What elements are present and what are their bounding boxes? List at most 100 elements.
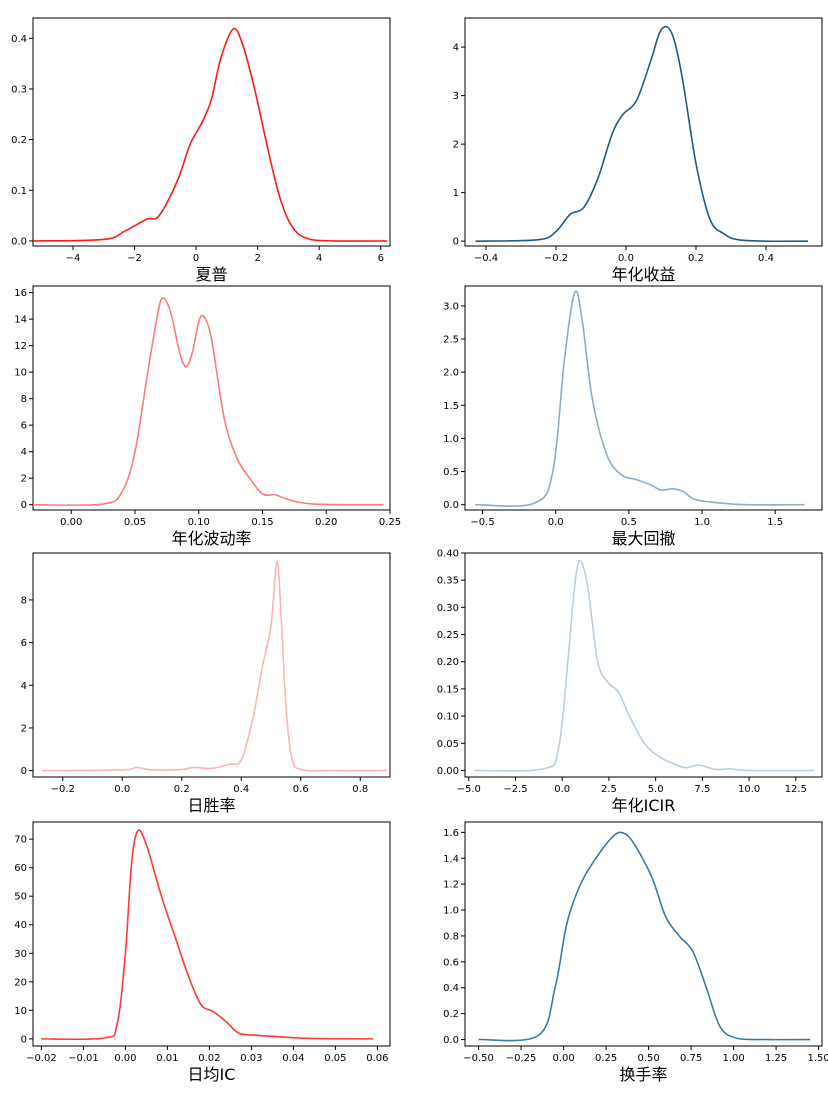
y-tick-label: 0.15 [437, 684, 459, 695]
plot-frame [464, 552, 823, 778]
x-tick-label: −0.4 [474, 253, 498, 264]
y-tick-label: 1.6 [443, 828, 459, 839]
x-tick-label: −0.01 [68, 1053, 99, 1064]
density-curve [32, 27, 387, 242]
x-tick-label: −0.25 [506, 1053, 537, 1064]
x-tick-label: 0.15 [251, 517, 273, 528]
y-tick-label: 2.5 [443, 335, 459, 346]
x-tick-label: 0.20 [315, 517, 337, 528]
x-tick-label: 1.00 [722, 1053, 744, 1064]
y-tick-label: 0.40 [437, 549, 459, 560]
kde-panel-7: −0.02 −0.01 0.00 0.01 0.02 0.03 0.04 0.05 0.06 0 1… [14, 821, 391, 1084]
kde-panel-4: −0.5 0.0 0.5 1.0 1.5 0.0 0.5 1.0 1.5 2.0 2.5 3.0 最大回… [443, 285, 823, 548]
y-tick-label: 0.2 [11, 135, 27, 146]
plot-frame [464, 285, 823, 511]
y-tick-label: 0.30 [437, 603, 459, 614]
y-tick-label: 0 [21, 1034, 27, 1045]
x-axis-label: 年化收益 [611, 265, 675, 284]
plot-frame [32, 285, 391, 511]
y-tick-label: 0.10 [437, 712, 459, 723]
y-tick-label: 0 [453, 237, 459, 248]
x-tick-label: 0.6 [293, 784, 309, 795]
x-tick-label: 0.75 [680, 1053, 702, 1064]
y-tick-label: 30 [14, 949, 27, 960]
y-tick-label: 1.0 [443, 906, 459, 917]
density-curve [478, 831, 811, 1042]
y-tick-label: 6 [21, 421, 27, 432]
y-tick-label: 2 [453, 140, 459, 151]
y-tick-label: 4 [453, 43, 459, 54]
y-tick-label: 3.0 [443, 301, 459, 312]
y-tick-label: 1.0 [443, 434, 459, 445]
x-tick-label: 2.5 [601, 784, 617, 795]
x-axis-label: 年化ICIR [612, 796, 676, 815]
y-tick-label: 0.6 [443, 957, 459, 968]
x-tick-label: 10.0 [738, 784, 760, 795]
y-tick-label: 3 [453, 91, 459, 102]
kde-panel-6: −5.0 −2.5 0.0 2.5 5.0 7.5 10.0 12.5 0.00 0.05 0.10… [437, 549, 823, 815]
x-tick-label: 0.0 [618, 253, 634, 264]
y-tick-label: 0.35 [437, 576, 459, 587]
density-curve [475, 290, 805, 507]
y-tick-label: 4 [21, 447, 27, 458]
x-tick-label: 0.0 [548, 517, 564, 528]
y-tick-label: 2 [21, 723, 27, 734]
y-tick-label: 12 [14, 341, 27, 352]
kde-panel-2: −0.4 −0.2 0.0 0.2 0.4 0 1 2 3 4 年化收益 [453, 17, 823, 284]
x-tick-label: −0.2 [544, 253, 568, 264]
x-tick-label: 0.4 [233, 784, 249, 795]
density-curve [41, 560, 388, 772]
y-tick-label: 4 [21, 681, 27, 692]
x-axis-label: 日胜率 [187, 796, 235, 815]
y-tick-label: 14 [14, 315, 27, 326]
y-tick-label: 20 [14, 977, 27, 988]
x-tick-label: −0.02 [26, 1053, 57, 1064]
y-tick-label: 10 [14, 368, 27, 379]
density-curve [475, 25, 809, 243]
y-tick-label: 0 [21, 500, 27, 511]
y-tick-label: 1.5 [443, 401, 459, 412]
y-tick-label: 50 [14, 892, 27, 903]
x-tick-label: 1.50 [807, 1053, 828, 1064]
x-tick-label: 6 [378, 253, 384, 264]
y-tick-label: 10 [14, 1006, 27, 1017]
y-tick-label: 0.2 [443, 1009, 459, 1020]
kde-panel-3: 0.00 0.05 0.10 0.15 0.20 0.25 0 2 4 6 8 10 12 14 16 年化波… [14, 285, 401, 548]
plot-frame [464, 821, 823, 1047]
kde-panel-5: −0.2 0.0 0.2 0.4 0.6 0.8 0 2 4 6 8 日胜率 [21, 552, 391, 815]
y-tick-label: 0 [21, 766, 27, 777]
x-tick-label: 0.8 [352, 784, 368, 795]
y-tick-label: 0.3 [11, 84, 27, 95]
x-tick-label: −2.5 [503, 784, 527, 795]
x-axis-label: 日均IC [188, 1065, 236, 1084]
x-tick-label: 0.25 [595, 1053, 617, 1064]
y-tick-label: 0.8 [443, 931, 459, 942]
x-tick-label: 0.05 [124, 517, 146, 528]
x-tick-label: 12.5 [785, 784, 807, 795]
x-tick-label: 0.0 [114, 784, 130, 795]
x-tick-label: 0.25 [379, 517, 401, 528]
x-tick-label: −4 [66, 253, 81, 264]
y-tick-label: 0.5 [443, 467, 459, 478]
y-tick-label: 70 [14, 835, 27, 846]
x-tick-label: 0.10 [188, 517, 210, 528]
y-tick-label: 0.05 [437, 739, 459, 750]
x-tick-label: 0.05 [324, 1053, 346, 1064]
y-tick-label: 16 [14, 288, 27, 299]
y-tick-label: 0.0 [443, 500, 459, 511]
plot-frame [32, 552, 391, 778]
x-tick-label: 0.0 [554, 784, 570, 795]
y-tick-label: 0.25 [437, 630, 459, 641]
y-tick-label: 0.00 [437, 766, 459, 777]
density-curve [474, 559, 815, 772]
x-tick-label: 0.00 [60, 517, 82, 528]
y-tick-label: 0.1 [11, 186, 27, 197]
x-tick-label: 5.0 [648, 784, 664, 795]
density-curve [41, 829, 374, 1041]
x-tick-label: 0.04 [282, 1053, 304, 1064]
x-tick-label: −0.5 [470, 517, 494, 528]
y-tick-label: 0.4 [443, 983, 459, 994]
x-tick-label: 4 [316, 253, 322, 264]
